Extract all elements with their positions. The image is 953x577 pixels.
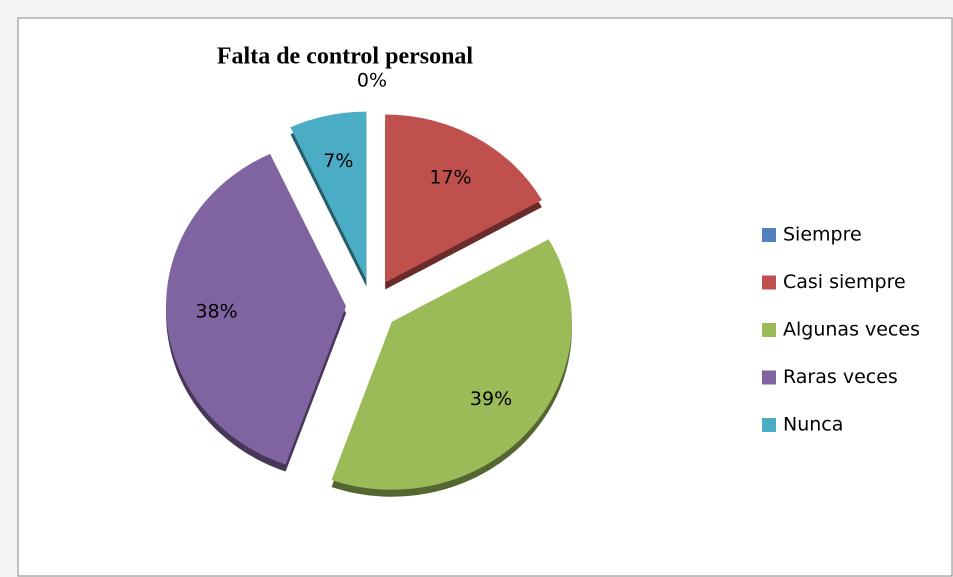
legend-label: Algunas veces	[783, 319, 920, 341]
data-label: 0%	[357, 69, 387, 91]
chart-title: Falta de control personal	[217, 44, 474, 70]
data-label: 17%	[429, 167, 471, 189]
legend-swatch	[762, 370, 776, 385]
legend-label: Raras veces	[783, 366, 898, 388]
legend-swatch	[762, 418, 776, 432]
legend-label: Nunca	[783, 414, 843, 436]
data-label: 7%	[323, 150, 353, 172]
data-label: 38%	[195, 300, 237, 322]
data-label: 39%	[470, 388, 512, 410]
slice	[385, 114, 542, 283]
slice	[331, 239, 572, 490]
slice	[290, 111, 367, 280]
legend-swatch	[762, 275, 776, 290]
slice	[166, 153, 347, 465]
legend-swatch	[762, 228, 776, 242]
legend-label: Casi siempre	[783, 271, 906, 293]
legend-label: Siempre	[783, 224, 862, 246]
legend-swatch	[762, 323, 776, 337]
